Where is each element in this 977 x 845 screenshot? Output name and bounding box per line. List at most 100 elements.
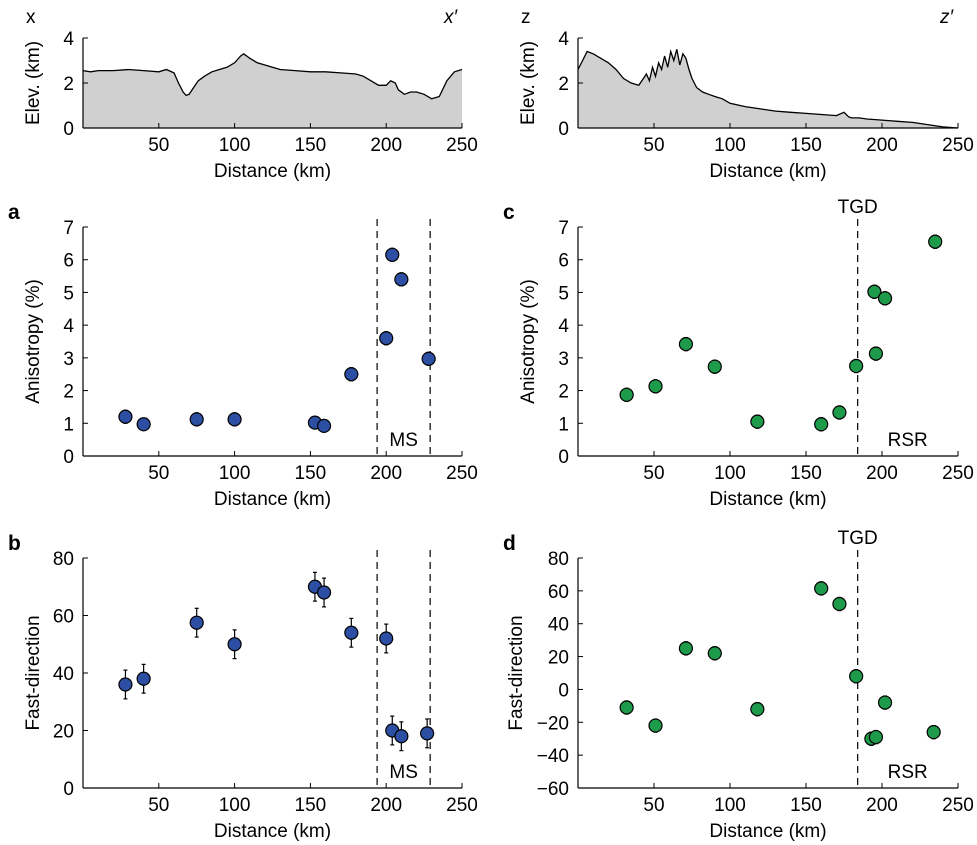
y-tick-label: 4 [558, 316, 569, 337]
y-tick-label: 0 [63, 779, 74, 800]
data-point [619, 387, 634, 402]
data-point [750, 414, 765, 429]
y-tick-label: 6 [558, 251, 569, 272]
y-tick-label: 2 [63, 74, 74, 95]
x-tick-label: 50 [643, 135, 664, 156]
y-axis-label: Fast-direction [506, 615, 527, 730]
region-label: RSR [888, 762, 928, 783]
y-tick-label: 80 [53, 549, 74, 570]
data-point [344, 625, 359, 640]
x-tick-label: 100 [714, 463, 746, 484]
x-tick-label: 50 [643, 795, 664, 816]
elevation-line [82, 52, 463, 100]
y-tick-label: 1 [558, 414, 569, 435]
x-tick-label: 100 [714, 795, 746, 816]
y-tick-label: 0 [63, 447, 74, 468]
x-tick-label: 50 [148, 795, 169, 816]
y-axis-label: Fast-direction [23, 615, 44, 730]
panel-letter: d [503, 532, 516, 555]
x-tick-label: 250 [942, 795, 974, 816]
x-tick-label: 250 [446, 135, 478, 156]
chart-elev_z: z z′ 50 100 150 200 250 0 2 4 Distance (km) Elev. (… [518, 7, 974, 182]
data-point [877, 291, 893, 306]
data-point [118, 677, 133, 692]
x-tick-label: 200 [370, 463, 402, 484]
x-tick-label: 200 [866, 795, 898, 816]
x-tick-label: 50 [148, 463, 169, 484]
y-tick-label: 5 [558, 283, 569, 304]
x-axis-label: Distance (km) [214, 489, 331, 510]
x-axis-label: Distance (km) [214, 161, 331, 182]
chart-c: 50 100 150 200 250 0 1 2 3 4 5 6 7 Distance (km) Aniso… [503, 197, 974, 510]
y-axis-label: Elev. (km) [23, 41, 44, 125]
y-tick-label: 0 [558, 680, 569, 701]
data-point [421, 351, 436, 366]
data-point [619, 700, 634, 715]
data-point [707, 646, 722, 661]
data-point [394, 272, 409, 287]
y-tick-label: 7 [63, 218, 74, 239]
profile-end-label: x′ [443, 7, 459, 28]
data-point [750, 702, 765, 717]
x-tick-label: 100 [219, 135, 251, 156]
y-tick-label: 3 [63, 349, 74, 370]
data-point [136, 671, 151, 686]
y-tick-label: 80 [548, 549, 569, 570]
x-axis-label: Distance (km) [709, 821, 826, 842]
data-point [877, 695, 893, 710]
y-tick-label: 4 [63, 29, 74, 50]
boundary-label: TGD [838, 197, 878, 218]
x-tick-label: 150 [295, 463, 327, 484]
profile-start-label: z [521, 7, 531, 28]
data-point [814, 417, 829, 432]
x-axis-label: Distance (km) [214, 821, 331, 842]
x-tick-label: 200 [866, 135, 898, 156]
y-tick-label: 0 [558, 119, 569, 140]
y-tick-label: 2 [63, 382, 74, 403]
data-point [707, 359, 722, 374]
data-point [118, 409, 133, 424]
x-tick-label: 200 [866, 463, 898, 484]
x-tick-label: 100 [219, 795, 251, 816]
panel-letter: a [8, 201, 20, 224]
y-tick-label: 40 [548, 615, 569, 636]
data-point [420, 726, 435, 741]
y-tick-label: 3 [558, 349, 569, 370]
data-point [227, 637, 242, 652]
y-axis-label: Anisotropy (%) [23, 279, 44, 404]
data-point [385, 247, 400, 262]
y-tick-label: 40 [53, 664, 74, 685]
x-tick-label: 200 [370, 135, 402, 156]
profile-end-label: z′ [939, 7, 955, 28]
x-tick-label: 150 [790, 795, 822, 816]
y-axis-label: Elev. (km) [518, 41, 539, 125]
y-tick-label: 60 [53, 607, 74, 628]
data-point [868, 729, 884, 745]
x-tick-label: 250 [942, 135, 974, 156]
panel-letter: c [503, 201, 515, 224]
x-tick-label: 250 [446, 463, 478, 484]
data-point [379, 331, 394, 346]
y-tick-label: −60 [537, 779, 569, 800]
x-axis-label: Distance (km) [709, 161, 826, 182]
x-tick-label: 250 [942, 463, 974, 484]
x-tick-label: 250 [446, 795, 478, 816]
data-point [868, 346, 884, 361]
data-point [316, 418, 332, 434]
elevation-line [577, 48, 959, 129]
profile-start-label: x [26, 7, 36, 28]
data-point [394, 729, 409, 744]
y-tick-label: 20 [548, 648, 569, 669]
y-tick-label: −40 [537, 746, 569, 767]
y-tick-label: 0 [558, 447, 569, 468]
x-tick-label: 50 [148, 135, 169, 156]
data-point [648, 718, 663, 733]
y-tick-label: 7 [558, 218, 569, 239]
y-axis-label: Anisotropy (%) [518, 279, 539, 404]
chart-d: 50 100 150 200 250 −60 −40 −20 0 20 40 60 80 Distance… [503, 528, 974, 842]
chart-elev_x: x x′ 50 100 150 200 250 0 2 4 Distance (km) Elev. (… [23, 7, 478, 182]
x-tick-label: 150 [790, 135, 822, 156]
data-point [867, 284, 882, 299]
y-tick-label: 2 [558, 382, 569, 403]
